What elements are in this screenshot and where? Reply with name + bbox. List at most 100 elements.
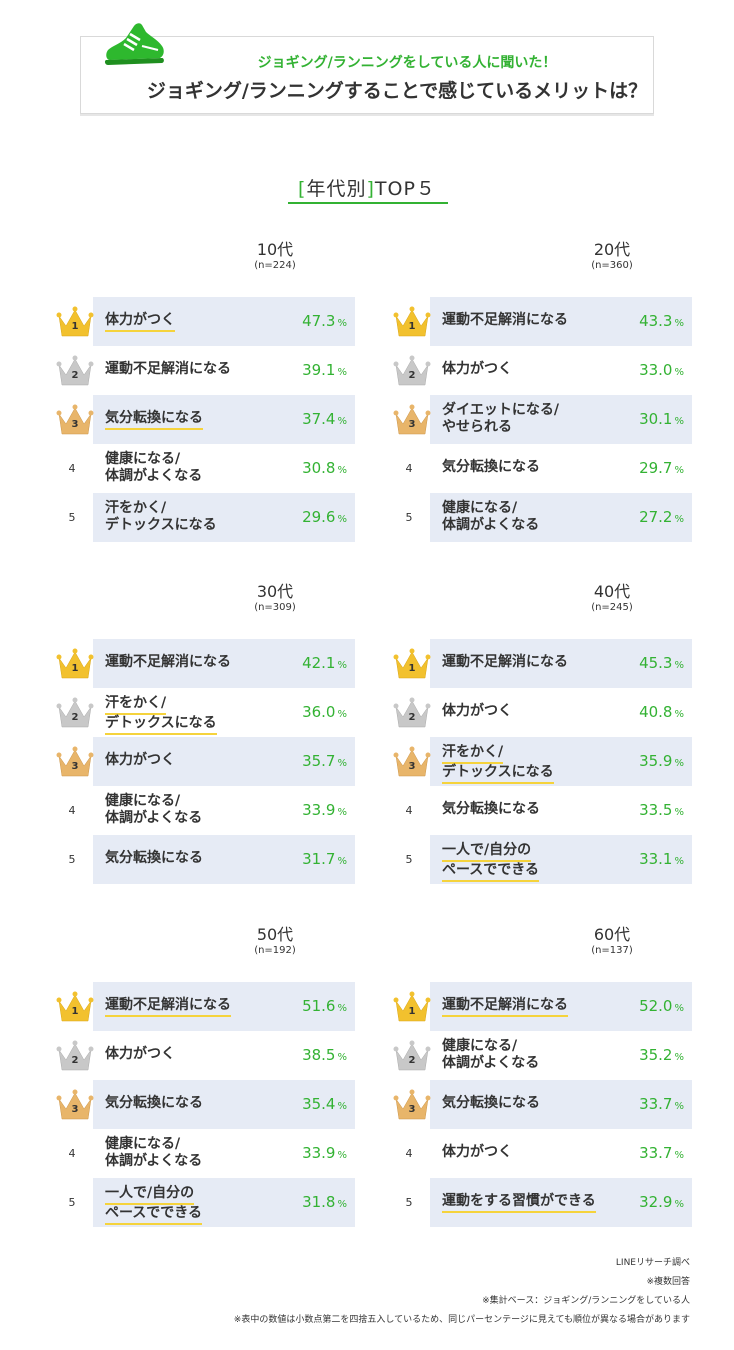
- bronze-crown-icon: 3: [55, 402, 95, 438]
- block-title: 20代: [593, 240, 631, 259]
- item-label-line: 体力がつく: [442, 703, 512, 719]
- percentage-unit: %: [337, 1199, 347, 1210]
- bronze-crown-icon: 3: [392, 1087, 432, 1123]
- silver-crown-icon: 2: [392, 695, 432, 731]
- item-label-line: 健康になる/: [105, 1136, 181, 1152]
- gold-crown-icon: 1: [392, 646, 432, 682]
- footnote-rounding: ※表中の数値は小数点第二を四捨五入しているため、同じパーセンテージに見えても順位…: [233, 1315, 690, 1325]
- item-label-line: 気分転換になる: [442, 801, 540, 817]
- item-label: 一人で/自分の ペースでできる: [442, 842, 540, 882]
- percentage-value: 33.5: [639, 801, 673, 819]
- percentage-unit: %: [674, 758, 684, 769]
- item-label: 体力がつく: [442, 1144, 512, 1161]
- item-label: 健康になる/体調がよくなる: [105, 793, 202, 827]
- ranking-row: 2 体力がつく 40.8%: [392, 688, 732, 737]
- rank-number: 2: [408, 370, 416, 381]
- item-label-line: 体力がつく: [105, 312, 175, 332]
- percentage-unit: %: [674, 807, 684, 818]
- ranking-row: 4 体力がつく 33.7%: [392, 1129, 732, 1178]
- percentage-unit: %: [337, 1101, 347, 1112]
- percentage-unit: %: [674, 367, 684, 378]
- item-label: 健康になる/体調がよくなる: [442, 1038, 539, 1072]
- ranking-block: 40代 (n=245) 1 運動不足解消になる 45.3% 2 体力がつく 40.8% 3 汗をか…: [392, 578, 732, 884]
- rank-number: 5: [405, 511, 413, 524]
- gold-crown-icon: 1: [392, 989, 432, 1025]
- rank-number: 3: [71, 761, 79, 772]
- item-percentage: 33.7%: [639, 1144, 684, 1162]
- block-sample-size: (n=360): [591, 260, 633, 271]
- section-title-main: 年代別: [306, 178, 367, 200]
- item-label-line: デトックスになる: [442, 764, 554, 784]
- item-percentage: 27.2%: [639, 508, 684, 526]
- rank-number: 5: [68, 511, 76, 524]
- item-label: 気分転換になる: [442, 459, 540, 476]
- ranking-block: 30代 (n=309) 1 運動不足解消になる 42.1% 2 汗をかく/デトックスになる 3…: [55, 578, 395, 884]
- header-box: [80, 36, 654, 114]
- rank-number: 4: [405, 462, 413, 475]
- percentage-value: 35.2: [639, 1046, 673, 1064]
- percentage-value: 33.1: [639, 850, 673, 868]
- footnote-multi: ※複数回答: [646, 1277, 690, 1287]
- ranking-row: 3 汗をかく/デトックスになる 35.9%: [392, 737, 732, 786]
- block-title: 10代: [256, 240, 294, 259]
- item-label: 運動をする習慣ができる: [442, 1193, 596, 1213]
- item-label: 健康になる/体調がよくなる: [105, 1136, 202, 1170]
- item-label: 気分転換になる: [442, 1095, 540, 1112]
- percentage-value: 27.2: [639, 508, 673, 526]
- item-label-line: 運動不足解消になる: [442, 654, 568, 670]
- item-label-line: 運動不足解消になる: [105, 654, 231, 670]
- ranking-row: 4 健康になる/体調がよくなる 33.9%: [55, 786, 395, 835]
- item-label: 汗をかく/デトックスになる: [442, 744, 554, 784]
- ranking-row: 1 運動不足解消になる 43.3%: [392, 297, 732, 346]
- section-bracket-open: [: [298, 178, 307, 200]
- silver-crown-icon: 2: [55, 1038, 95, 1074]
- percentage-value: 31.7: [302, 850, 336, 868]
- rank-number: 2: [408, 712, 416, 723]
- bronze-crown-icon: 3: [55, 744, 95, 780]
- footnote-base: ※集計ベース：ジョギング/ランニングをしている人: [482, 1296, 690, 1306]
- ranking-row: 1 運動不足解消になる 45.3%: [392, 639, 732, 688]
- percentage-unit: %: [337, 709, 347, 720]
- row-background: [93, 395, 355, 444]
- percentage-value: 51.6: [302, 997, 336, 1015]
- item-label-line: 一人で/自分の: [105, 1185, 195, 1205]
- footnotes: LINEリサーチ調べ ※複数回答 ※集計ベース：ジョギング/ランニングをしている…: [234, 1254, 690, 1330]
- percentage-value: 32.9: [639, 1193, 673, 1211]
- item-label: 体力がつく: [105, 1046, 175, 1063]
- row-background: [93, 737, 355, 786]
- item-label: 体力がつく: [442, 703, 512, 720]
- item-percentage: 30.8%: [302, 459, 347, 477]
- rank-number: 4: [68, 804, 76, 817]
- percentage-value: 31.8: [302, 1193, 336, 1211]
- item-label-line: 体調がよくなる: [105, 1153, 203, 1169]
- item-label: 運動不足解消になる: [442, 312, 568, 329]
- ranking-row: 1 体力がつく 47.3%: [55, 297, 395, 346]
- item-percentage: 35.9%: [639, 752, 684, 770]
- silver-crown-icon: 2: [392, 353, 432, 389]
- rank-number: 4: [405, 804, 413, 817]
- item-label-line: 体調がよくなる: [105, 468, 203, 484]
- row-background: [430, 1178, 692, 1227]
- block-sample-size: (n=245): [591, 602, 633, 613]
- percentage-unit: %: [337, 465, 347, 476]
- item-label-line: 体調がよくなる: [442, 517, 540, 533]
- rank-number: 2: [71, 712, 79, 723]
- silver-crown-icon: 2: [55, 695, 95, 731]
- ranking-row: 4 健康になる/体調がよくなる 33.9%: [55, 1129, 395, 1178]
- block-title: 30代: [256, 582, 294, 601]
- percentage-value: 35.7: [302, 752, 336, 770]
- item-percentage: 40.8%: [639, 703, 684, 721]
- percentage-value: 33.9: [302, 1144, 336, 1162]
- ranking-row: 5 健康になる/体調がよくなる 27.2%: [392, 493, 732, 542]
- item-label-line: 健康になる/: [105, 451, 181, 467]
- rank-number: 3: [408, 419, 416, 430]
- item-label: 体力がつく: [105, 312, 175, 332]
- item-label-line: 運動不足解消になる: [442, 312, 568, 328]
- percentage-value: 30.1: [639, 410, 673, 428]
- item-percentage: 33.9%: [302, 801, 347, 819]
- item-label-line: 気分転換になる: [442, 1095, 540, 1111]
- row-background: [93, 1178, 355, 1227]
- percentage-value: 47.3: [302, 312, 336, 330]
- percentage-value: 29.6: [302, 508, 336, 526]
- percentage-value: 35.9: [639, 752, 673, 770]
